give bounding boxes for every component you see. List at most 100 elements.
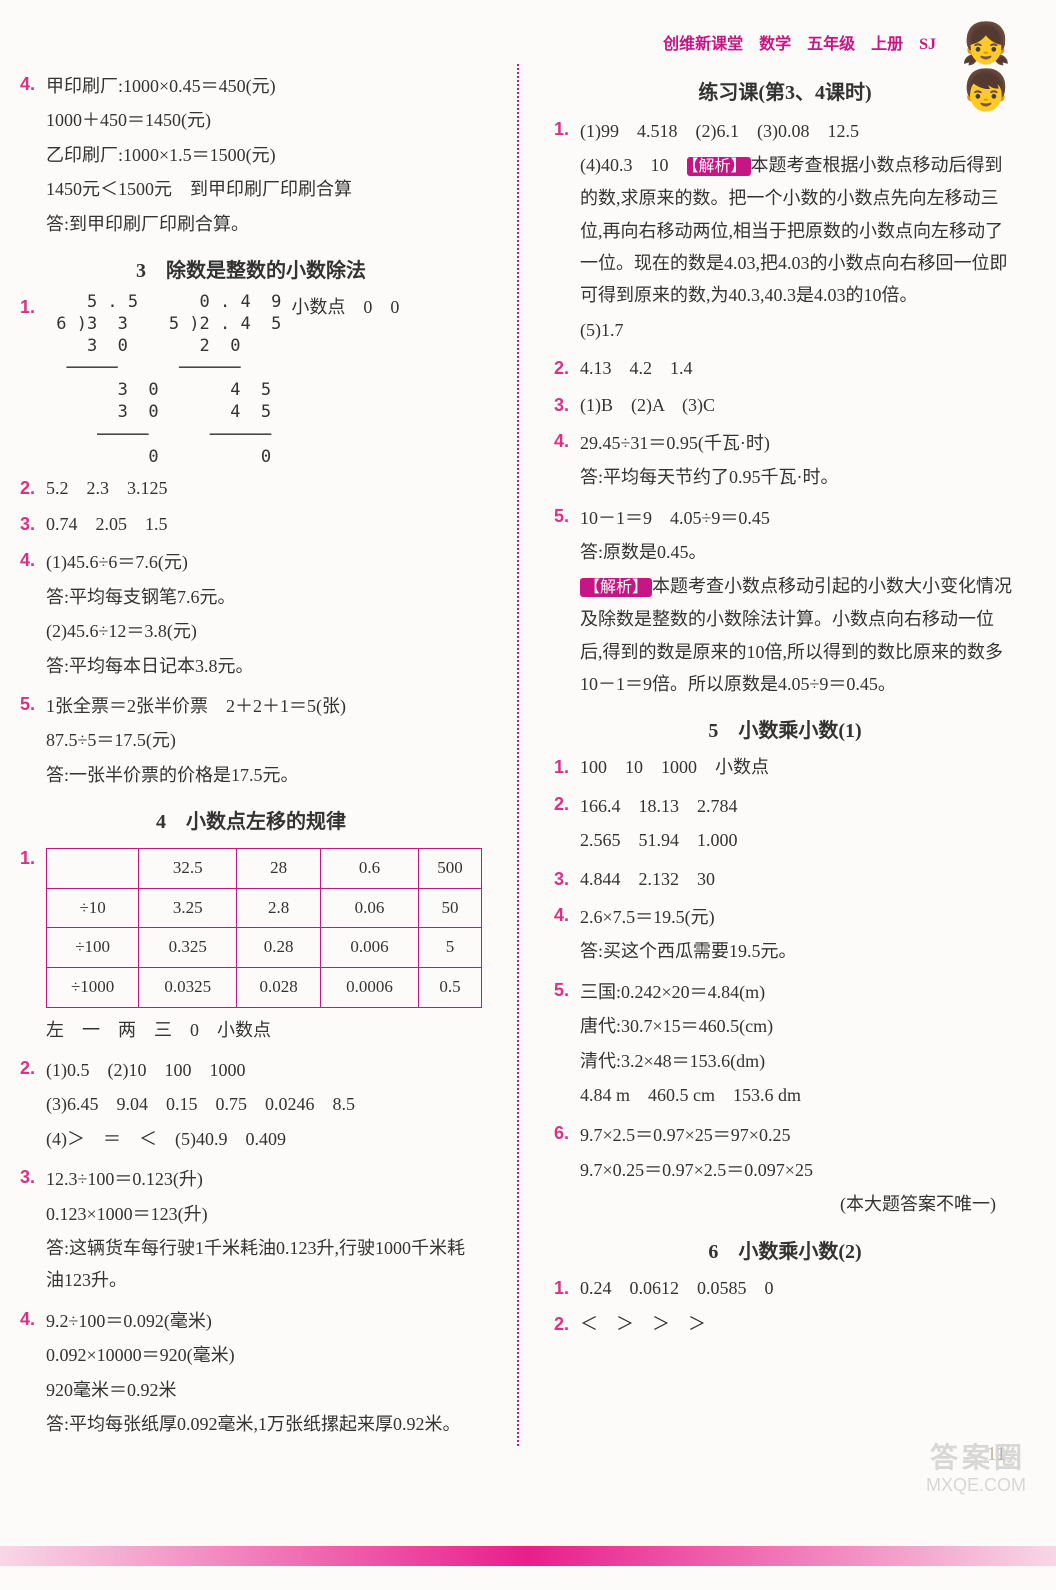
note-text: (本大题答案不唯一) [580,1188,1016,1220]
item-number: 4. [20,68,46,100]
text-line: (1)45.6÷6＝7.6(元) [46,546,482,578]
item-number: 3. [20,508,46,540]
two-column-layout: 4. 甲印刷厂:1000×0.45＝450(元) 1000＋450＝1450(元… [20,64,1016,1446]
text-line: 12.3÷100＝0.123(升) [46,1163,482,1195]
text-line: (2)45.6÷12＝3.8(元) [46,615,482,647]
table-cell: 500 [418,849,481,889]
table-cell: 0.006 [321,928,419,968]
table-cell: 0.028 [237,968,321,1008]
item-number: 1. [20,291,46,323]
item-number: 1. [554,751,580,783]
text-line: 答:原数是0.45。 [580,536,1016,568]
text-line: 【解析】本题考查小数点移动引起的小数大小变化情况及除数是整数的小数除法计算。小数… [580,570,1016,700]
text-line: 0.123×1000＝123(升) [46,1198,482,1230]
item-number: 2. [20,472,46,504]
table-cell: 0.28 [237,928,321,968]
text-line: 甲印刷厂:1000×0.45＝450(元) [46,70,482,102]
item-number: 2. [20,1052,46,1084]
long-division-work: 5 . 5 0 . 4 9 6 )3 3 5 )2 . 4 5 3 0 2 0 … [46,291,281,468]
table-cell: 28 [237,849,321,889]
division-table: 32.5 28 0.6 500 ÷10 3.25 2.8 0.06 50 [46,848,482,1007]
table-cell: 2.8 [237,888,321,928]
answer-text: 4.13 4.2 1.4 [580,352,1016,384]
answer-text: ＜ ＞ ＞ ＞ [580,1308,1016,1340]
analysis-text: 本题考查根据小数点移动后得到的数,求原来的数。把一个小数的小数点先向左移动三位,… [580,155,1008,305]
table-cell: 32.5 [139,849,237,889]
item-number: 3. [554,863,580,895]
answer-text: 100 10 1000 小数点 [580,751,1016,783]
text-line: 清代:3.2×48＝153.6(dm) [580,1045,1016,1077]
s4-q2: 2. (1)0.5 (2)10 100 1000 (3)6.45 9.04 0.… [20,1052,482,1157]
text-line: 乙印刷厂:1000×1.5＝1500(元) [46,139,482,171]
answer-text: 0.74 2.05 1.5 [46,508,482,540]
item-number: 3. [20,1161,46,1193]
s5-q5: 5. 三国:0.242×20＝4.84(m) 唐代:30.7×15＝460.5(… [554,974,1016,1114]
section-6-title: 6 小数乘小数(2) [554,1235,1016,1264]
answer-text: 5.2 2.3 3.125 [46,472,482,504]
item-number: 4. [554,425,580,457]
text-line: 1张全票＝2张半价票 2＋2＋1＝5(张) [46,690,482,722]
text-line: 9.7×0.25＝0.97×2.5＝0.097×25 [580,1154,1016,1186]
left-column: 4. 甲印刷厂:1000×0.45＝450(元) 1000＋450＝1450(元… [20,64,482,1446]
text-line: 答:一张半价票的价格是17.5元。 [46,759,482,791]
text-line: (1)0.5 (2)10 100 1000 [46,1054,482,1086]
table-cell: 0.325 [139,928,237,968]
answer-text: 4.844 2.132 30 [580,863,1016,895]
p-q1: 1. (1)99 4.518 (2)6.1 (3)0.08 12.5 (4)40… [554,113,1016,348]
table-cell: 0.06 [321,888,419,928]
s3-q1: 1. 5 . 5 0 . 4 9 6 )3 3 5 )2 . 4 5 3 0 2… [20,291,482,468]
text-line: 2.6×7.5＝19.5(元) [580,901,1016,933]
answer-text: (1)B (2)A (3)C [580,389,1016,421]
text-line: 920毫米＝0.92米 [46,1374,482,1406]
page-container: 👧👦 创维新课堂 数学 五年级 上册 SJ 4. 甲印刷厂:1000×0.45＝… [0,0,1056,1506]
text-line: 29.45÷31＝0.95(千瓦·时) [580,427,1016,459]
item-number: 4. [20,1303,46,1335]
s4-q4: 4. 9.2÷100＝0.092(毫米) 0.092×10000＝920(毫米)… [20,1303,482,1443]
text-line: 4.84 m 460.5 cm 153.6 dm [580,1079,1016,1111]
item-number: 3. [554,389,580,421]
watermark-url: MXQE.COM [926,1475,1026,1496]
item-number: 5. [554,974,580,1006]
s3-q2: 2. 5.2 2.3 3.125 [20,472,482,504]
s5-q4: 4. 2.6×7.5＝19.5(元) 答:买这个西瓜需要19.5元。 [554,899,1016,970]
text-line: 唐代:30.7×15＝460.5(cm) [580,1010,1016,1042]
p-q4: 4. 29.45÷31＝0.95(千瓦·时) 答:平均每天节约了0.95千瓦·时… [554,425,1016,496]
section-3-title: 3 除数是整数的小数除法 [20,254,482,283]
text-line: (5)1.7 [580,314,1016,346]
item-number: 4. [554,899,580,931]
left-top-q4: 4. 甲印刷厂:1000×0.45＝450(元) 1000＋450＝1450(元… [20,68,482,242]
p-q5: 5. 10－1＝9 4.05÷9＝0.45 答:原数是0.45。 【解析】本题考… [554,500,1016,703]
text-line: 9.7×2.5＝0.97×25＝97×0.25 [580,1119,1016,1151]
text-line: 答:平均每天节约了0.95千瓦·时。 [580,461,1016,493]
table-caption: 左 一 两 三 0 小数点 [46,1014,482,1046]
s5-q1: 1. 100 10 1000 小数点 [554,751,1016,783]
text-line: (1)99 4.518 (2)6.1 (3)0.08 12.5 [580,115,1016,147]
section-4-title: 4 小数点左移的规律 [20,805,482,834]
text-line: (4)＞ ＝ ＜ (5)40.9 0.409 [46,1123,482,1155]
text-line: 10－1＝9 4.05÷9＝0.45 [580,502,1016,534]
item-number: 4. [20,544,46,576]
table-cell: 3.25 [139,888,237,928]
text-line: 答:平均每张纸厚0.092毫米,1万张纸摞起来厚0.92米。 [46,1408,482,1440]
text-line: (3)6.45 9.04 0.15 0.75 0.0246 8.5 [46,1088,482,1120]
s5-q6: 6. 9.7×2.5＝0.97×25＝97×0.25 9.7×0.25＝0.97… [554,1117,1016,1222]
p-q2: 2. 4.13 4.2 1.4 [554,352,1016,384]
page-header: 创维新课堂 数学 五年级 上册 SJ [20,30,1016,54]
item-number: 5. [554,500,580,532]
p-q3: 3. (1)B (2)A (3)C [554,389,1016,421]
text-line: (4)40.3 10 【解析】本题考查根据小数点移动后得到的数,求原来的数。把一… [580,149,1016,311]
text-line: 9.2÷100＝0.092(毫米) [46,1305,482,1337]
s6-q1: 1. 0.24 0.0612 0.0585 0 [554,1272,1016,1304]
item-number: 6. [554,1117,580,1149]
analysis-label: 【解析】 [687,157,751,176]
text-line: 166.4 18.13 2.784 [580,790,1016,822]
table-cell: 5 [418,928,481,968]
item-number: 1. [554,113,580,145]
s3-q4: 4. (1)45.6÷6＝7.6(元) 答:平均每支钢笔7.6元。 (2)45.… [20,544,482,684]
watermark-text: 答案圈 [930,1436,1026,1476]
item-number: 2. [554,1308,580,1340]
text-line: 2.565 51.94 1.000 [580,824,1016,856]
s3-q5: 5. 1张全票＝2张半价票 2＋2＋1＝5(张) 87.5÷5＝17.5(元) … [20,688,482,793]
table-cell [47,849,139,889]
label-text: 小数点 0 0 [291,291,399,323]
